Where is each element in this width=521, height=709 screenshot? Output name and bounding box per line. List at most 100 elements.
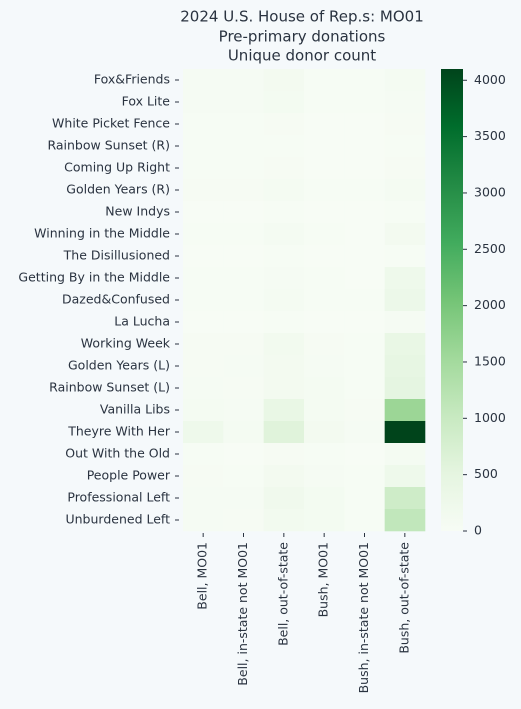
heat-cell [223, 443, 264, 466]
heat-cell [384, 179, 426, 202]
heat-cell [344, 443, 385, 466]
heat-cell [384, 465, 426, 488]
heat-cell [263, 399, 305, 422]
colorbar-tick-label: 0 [474, 523, 482, 538]
y-tick-label: Rainbow Sunset (R) [47, 138, 170, 153]
heat-cell [344, 399, 385, 422]
heat-cell [384, 311, 426, 334]
heat-cell [384, 201, 426, 224]
heat-cell [263, 201, 305, 224]
heat-cell [344, 377, 385, 400]
heat-cell [304, 223, 345, 246]
heat-cell [223, 267, 264, 290]
heat-cell [183, 245, 224, 268]
heat-cell [384, 245, 426, 268]
heat-cell [344, 69, 385, 92]
heat-cell [263, 157, 305, 180]
heat-cell [263, 179, 305, 202]
heat-cell [183, 443, 224, 466]
heat-cell [304, 91, 345, 114]
heat-cell [183, 399, 224, 422]
heat-cell [263, 135, 305, 158]
heat-cell [223, 377, 264, 400]
heat-cell [304, 377, 345, 400]
heat-cell [344, 311, 385, 334]
colorbar-tick-label: 2500 [474, 241, 506, 256]
heat-cell [263, 333, 305, 356]
heat-cell [263, 91, 305, 114]
heat-cell [384, 399, 426, 422]
colorbar-tick-label: 1500 [474, 353, 506, 368]
heat-cell [223, 179, 264, 202]
heat-cell [183, 201, 224, 224]
y-tick-label: Working Week [81, 336, 171, 351]
heat-cell [263, 377, 305, 400]
heat-cell [263, 421, 305, 444]
y-tick-label: Vanilla Libs [100, 402, 170, 417]
chart-subtitle: Unique donor count [228, 47, 376, 65]
heat-cell [223, 487, 264, 510]
heat-cell [183, 135, 224, 158]
heat-cell [183, 91, 224, 114]
heat-cell [384, 223, 426, 246]
colorbar-tick-label: 4000 [474, 72, 506, 87]
heat-cell [344, 157, 385, 180]
heat-cell [384, 487, 426, 510]
heat-cell [183, 465, 224, 488]
heat-cell [223, 311, 264, 334]
heat-cell [223, 509, 264, 532]
heat-cell [344, 113, 385, 136]
heat-cell [183, 223, 224, 246]
heat-cell [304, 289, 345, 312]
heat-cell [183, 311, 224, 334]
heat-cell [304, 69, 345, 92]
heat-cell [183, 509, 224, 532]
heat-cell [384, 289, 426, 312]
heat-cell [384, 157, 426, 180]
y-tick-label: Rainbow Sunset (L) [49, 380, 170, 395]
heat-cell [263, 311, 305, 334]
heat-cell [304, 509, 345, 532]
heat-cell [183, 113, 224, 136]
heat-cell [263, 69, 305, 92]
heat-cell [304, 399, 345, 422]
y-tick-label: Fox&Friends [94, 72, 170, 87]
heat-cell [384, 267, 426, 290]
heat-cell [223, 245, 264, 268]
heat-cell [344, 91, 385, 114]
heat-cell [183, 421, 224, 444]
x-tick-label: Bush, in-state not MO01 [356, 542, 371, 693]
heat-cell [223, 91, 264, 114]
heat-cell [304, 355, 345, 378]
chart-title: 2024 U.S. House of Rep.s: MO01 [180, 8, 424, 26]
heat-cell [304, 465, 345, 488]
heat-cell [304, 179, 345, 202]
heat-cell [263, 223, 305, 246]
y-tick-label: Dazed&Confused [62, 292, 170, 307]
heat-cell [304, 245, 345, 268]
x-tick-label: Bush, MO01 [316, 542, 331, 617]
heat-cell [223, 289, 264, 312]
x-tick-label: Bell, MO01 [195, 542, 210, 610]
heat-cell [304, 113, 345, 136]
x-tick-label: Bush, out-of-state [396, 542, 411, 654]
heat-cell [384, 443, 426, 466]
heat-cell [183, 267, 224, 290]
heat-cell [384, 91, 426, 114]
heat-cell [384, 69, 426, 92]
heat-cell [183, 157, 224, 180]
heat-cell [384, 333, 426, 356]
heat-cell [344, 421, 385, 444]
y-tick-label: Getting By in the Middle [18, 270, 170, 285]
heat-cell [223, 113, 264, 136]
heat-cell [223, 333, 264, 356]
heat-cell [223, 223, 264, 246]
heat-cell [183, 377, 224, 400]
heat-cell [223, 421, 264, 444]
heat-cell [344, 223, 385, 246]
heat-cell [263, 245, 305, 268]
heat-cell [344, 509, 385, 532]
y-tick-label: People Power [87, 468, 171, 483]
y-tick-label: New Indys [105, 204, 170, 219]
